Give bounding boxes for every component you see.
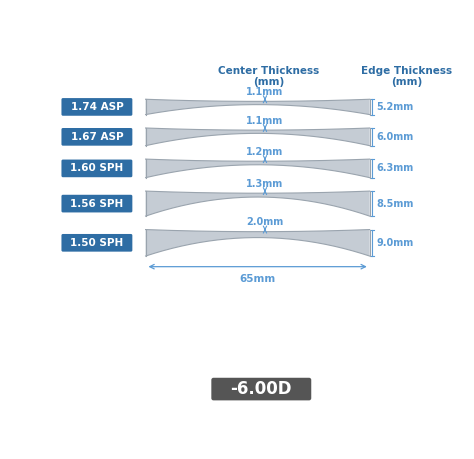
- FancyBboxPatch shape: [211, 378, 311, 400]
- Text: Center Thickness
(mm): Center Thickness (mm): [218, 66, 319, 87]
- Text: 1.2mm: 1.2mm: [246, 147, 283, 157]
- Polygon shape: [146, 159, 370, 178]
- Text: 6.0mm: 6.0mm: [377, 132, 414, 142]
- Text: 1.1mm: 1.1mm: [246, 87, 283, 97]
- Text: 1.1mm: 1.1mm: [246, 116, 283, 126]
- Text: 65mm: 65mm: [239, 274, 276, 285]
- Text: 5.2mm: 5.2mm: [377, 102, 414, 112]
- Polygon shape: [146, 99, 370, 115]
- Text: 9.0mm: 9.0mm: [377, 238, 414, 248]
- Text: 1.60 SPH: 1.60 SPH: [70, 163, 124, 174]
- Polygon shape: [146, 191, 370, 216]
- Text: -6.00D: -6.00D: [230, 380, 292, 398]
- Text: 1.74 ASP: 1.74 ASP: [71, 102, 123, 112]
- FancyBboxPatch shape: [62, 160, 132, 177]
- Text: 1.67 ASP: 1.67 ASP: [71, 132, 123, 142]
- Text: 1.3mm: 1.3mm: [246, 179, 283, 189]
- Text: 1.56 SPH: 1.56 SPH: [70, 199, 124, 208]
- FancyBboxPatch shape: [62, 234, 132, 252]
- Polygon shape: [146, 128, 370, 146]
- Text: 2.0mm: 2.0mm: [246, 217, 283, 227]
- Polygon shape: [146, 230, 370, 256]
- FancyBboxPatch shape: [62, 128, 132, 146]
- Text: 8.5mm: 8.5mm: [377, 199, 414, 208]
- Text: 1.50 SPH: 1.50 SPH: [70, 238, 124, 248]
- FancyBboxPatch shape: [62, 98, 132, 116]
- Text: 6.3mm: 6.3mm: [377, 163, 414, 174]
- Text: Edge Thickness
(mm): Edge Thickness (mm): [361, 66, 452, 87]
- FancyBboxPatch shape: [62, 195, 132, 213]
